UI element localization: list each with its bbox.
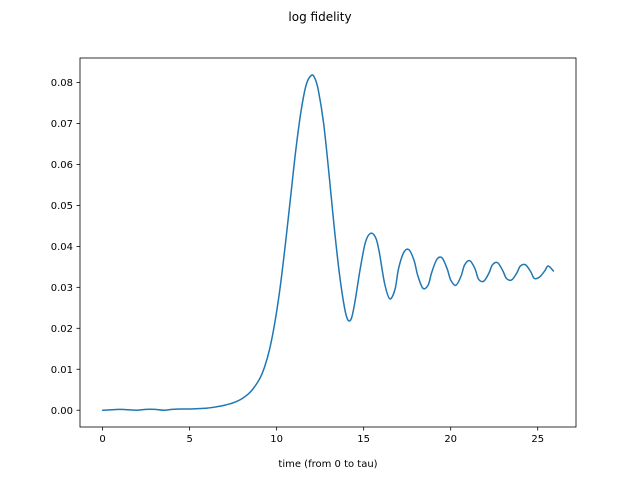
y-tick-label: 0.03 (51, 283, 73, 294)
x-tick-label: 20 (444, 434, 457, 445)
x-tick-label: 25 (531, 434, 544, 445)
plot-frame (79, 57, 577, 428)
y-tick-label: 0.07 (51, 119, 73, 130)
x-tick-label: 15 (357, 434, 370, 445)
series-line-log-fidelity (101, 74, 555, 411)
y-tick-label: 0.02 (51, 324, 73, 335)
chart-title: log fidelity (288, 10, 351, 24)
y-tick-label: 0.01 (51, 365, 73, 376)
x-tick-label: 0 (99, 434, 105, 445)
y-tick-label: 0.06 (51, 160, 73, 171)
y-tick-label: 0.08 (51, 78, 73, 89)
y-tick-label: 0.00 (51, 406, 73, 417)
x-tick-label: 5 (186, 434, 192, 445)
y-tick-label: 0.04 (51, 242, 73, 253)
x-axis-label: time (from 0 to tau) (278, 459, 377, 470)
y-tick-label: 0.05 (51, 201, 73, 212)
x-tick-label: 10 (270, 434, 283, 445)
x-axis-ticks: 0 5 10 15 20 25 (99, 427, 544, 445)
plot-area (80, 58, 576, 427)
y-axis-ticks: 0.00 0.01 0.02 0.03 0.04 0.05 0.06 0.07 0.08 (51, 78, 80, 417)
